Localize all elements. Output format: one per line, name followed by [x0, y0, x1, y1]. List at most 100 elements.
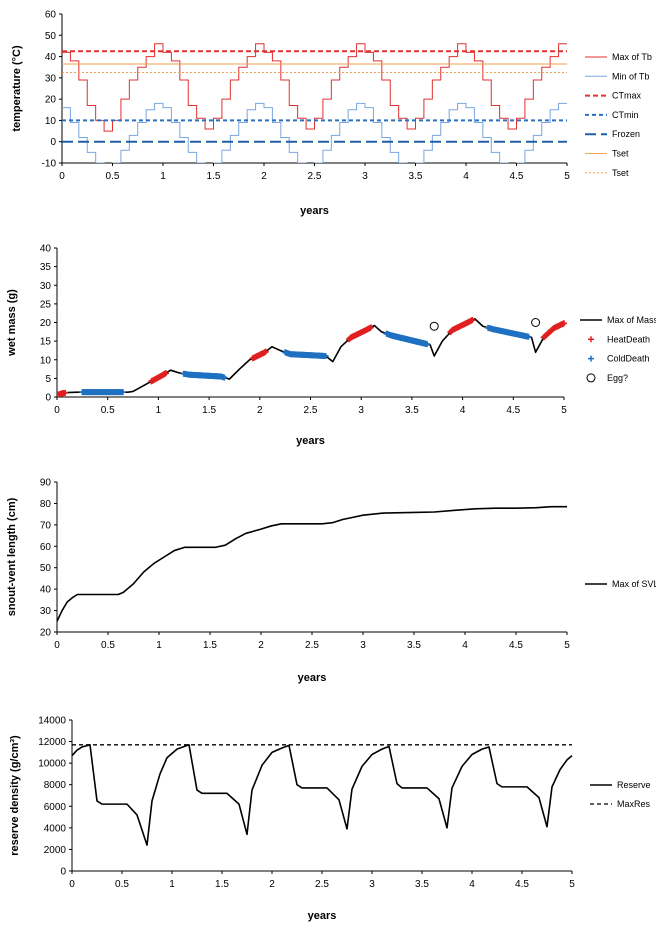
x-tick-label: 2	[258, 640, 264, 651]
x-tick-label: 4.5	[510, 171, 524, 182]
series-colddeath-marker	[119, 389, 126, 396]
legend-max-of-svl-label: Max of SVL	[612, 579, 656, 589]
y-tick-label: 8000	[44, 780, 67, 791]
plot-area	[62, 43, 567, 163]
y-tick-label: 0	[60, 867, 66, 878]
y-tick-label: 60	[45, 10, 57, 21]
y-axis-title: reserve density (g/cm³)	[9, 735, 21, 856]
series-max-of-svl-line	[57, 505, 567, 622]
y-tick-label: 6000	[44, 802, 67, 813]
y-tick-label: 60	[40, 542, 52, 553]
x-tick-label: 5	[561, 405, 567, 416]
x-tick-label: 2	[269, 879, 275, 890]
x-tick-label: 0.5	[106, 171, 120, 182]
legend-ctmin-label: CTmin	[612, 110, 639, 120]
y-tick-label: 10	[40, 355, 52, 366]
x-tick-label: 0.5	[101, 405, 115, 416]
series-min-of-tb-line	[62, 102, 567, 163]
x-tick-label: 1.5	[203, 640, 217, 651]
x-tick-label: 3	[369, 879, 375, 890]
x-tick-label: 3	[362, 171, 368, 182]
chart-panel-4: 0 2000 4000 6000 8000 10000 12000 14000 0 0.5 1 1.5…	[9, 716, 651, 923]
series-heatdeath-marker	[262, 348, 269, 355]
y-tick-label: 12000	[38, 737, 66, 748]
x-tick-label: 0.5	[115, 879, 129, 890]
y-tick-label: 5	[45, 374, 51, 385]
y-tick-label: 40	[40, 244, 52, 255]
chart-panel-2: 0 5 10 15 20 25 30 35 40 0 0.5 1 1.5 2 2.5 3 3.5 4 4.5 5 yea…	[6, 244, 656, 448]
series-egg-marker	[429, 321, 439, 331]
x-tick-label: 0	[54, 405, 60, 416]
series-colddeath-marker	[525, 333, 532, 340]
legend-min-of-tb-label: Min of Tb	[612, 71, 649, 81]
x-axis-title: years	[296, 435, 325, 447]
series-reserve-line	[72, 744, 573, 846]
y-tick-label: 10000	[38, 759, 66, 770]
x-tick-label: 5	[569, 879, 575, 890]
x-tick-label: 0	[69, 879, 75, 890]
y-tick-label: 35	[40, 262, 52, 273]
x-tick-label: 2	[261, 171, 267, 182]
x-tick-label: 4.5	[506, 405, 520, 416]
x-tick-label: 4.5	[515, 879, 529, 890]
y-tick-label: 10	[45, 116, 57, 127]
x-axis-title: years	[298, 672, 327, 684]
y-tick-label: 20	[45, 95, 57, 106]
x-tick-label: 1.5	[215, 879, 229, 890]
series-egg-marker	[531, 318, 541, 327]
y-tick-label: 0	[50, 137, 56, 148]
y-tick-label: 30	[40, 606, 52, 617]
y-tick-label: 70	[40, 520, 52, 531]
x-tick-label: 1.5	[207, 171, 221, 182]
series-heatdeath-marker	[62, 389, 69, 396]
series-heatdeath-marker	[162, 370, 169, 377]
x-tick-label: 4	[460, 405, 466, 416]
legend-max-of-mass-label: Max of Mass	[607, 315, 656, 325]
x-tick-label: 0.5	[101, 640, 115, 651]
x-tick-label: 0	[54, 640, 60, 651]
series-colddeath-marker	[322, 353, 329, 360]
y-tick-label: 15	[40, 337, 52, 348]
y-tick-label: 25	[40, 299, 52, 310]
x-tick-label: 3.5	[415, 879, 429, 890]
legend-ctmax-label: CTmax	[612, 91, 641, 101]
y-tick-label: 80	[40, 499, 52, 510]
x-tick-label: 4.5	[509, 640, 523, 651]
legend-egg-swatch	[586, 373, 596, 383]
x-tick-label: 4	[469, 879, 475, 890]
legend-colddeath-swatch	[588, 355, 594, 362]
y-tick-label: 0	[45, 393, 51, 404]
x-axis-title: years	[300, 205, 329, 217]
x-tick-label: 2.5	[305, 640, 319, 651]
x-tick-label: 5	[564, 640, 570, 651]
series-heatdeath-marker	[367, 324, 374, 331]
x-tick-label: 3.5	[405, 405, 419, 416]
y-tick-label: 40	[40, 585, 52, 596]
y-axis-title: temperature (°C)	[11, 45, 23, 132]
plot-area	[57, 505, 567, 622]
y-tick-label: 14000	[38, 716, 66, 727]
x-tick-label: 2.5	[308, 171, 322, 182]
y-tick-label: 20	[40, 318, 52, 329]
legend-reserve-label: Reserve	[617, 780, 651, 790]
legend-egg-label: Egg?	[607, 373, 628, 383]
x-tick-label: 2	[257, 405, 263, 416]
y-tick-label: 50	[40, 563, 52, 574]
x-tick-label: 4	[462, 640, 468, 651]
plot-area	[57, 317, 567, 397]
y-tick-label: 2000	[44, 845, 67, 856]
y-tick-label: 4000	[44, 823, 67, 834]
plot-area	[72, 744, 573, 846]
x-tick-label: 1	[169, 879, 175, 890]
series-heatdeath-marker	[469, 317, 476, 324]
x-tick-label: 2.5	[304, 405, 318, 416]
legend-frozen-label: Frozen	[612, 129, 640, 139]
x-tick-label: 1.5	[202, 405, 216, 416]
y-tick-label: 30	[40, 281, 52, 292]
x-tick-label: 3.5	[409, 171, 423, 182]
y-axis-title: snout-vent length (cm)	[6, 497, 18, 616]
y-tick-label: -10	[42, 159, 57, 170]
legend-tset-label: Tset	[612, 149, 629, 159]
x-tick-label: 1	[156, 640, 162, 651]
